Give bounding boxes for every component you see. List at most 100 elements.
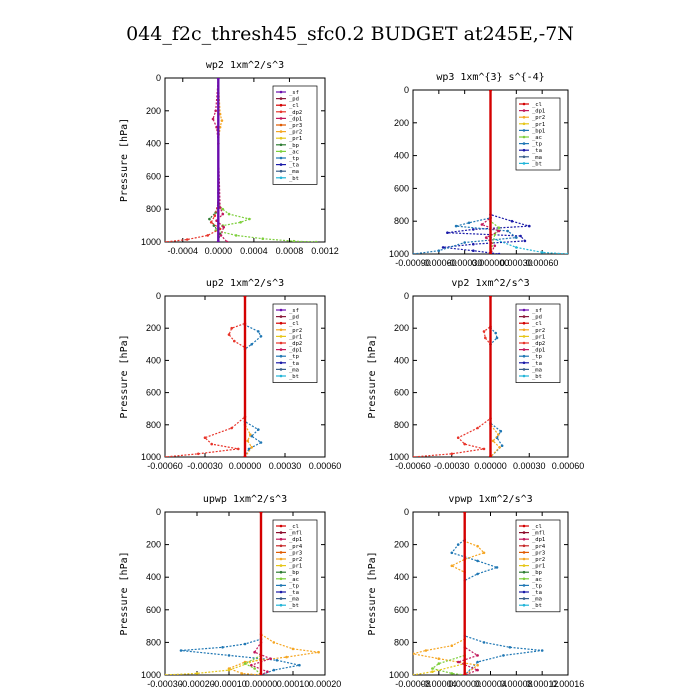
legend-label: _bt — [532, 374, 542, 380]
legend-label: _ac — [532, 577, 542, 583]
y-tick-label: 600 — [394, 183, 409, 193]
legend-label: _pd — [289, 97, 299, 103]
legend-marker — [279, 150, 283, 153]
legend-marker — [279, 531, 283, 534]
data-point-dp1 — [219, 234, 223, 237]
legend-marker — [279, 537, 283, 541]
y-tick-label: 0 — [156, 73, 161, 83]
data-point-dp2 — [227, 333, 231, 336]
legend-marker — [522, 308, 526, 312]
legend-marker — [522, 557, 526, 561]
panel-title: wp2 1xm^2/s^3 — [206, 60, 284, 71]
data-point-pr2 — [497, 433, 500, 436]
legend: _sf_pd_cl_dp2_dp1_pr3_pr2_pr1_bp_ac_tp_t… — [272, 85, 318, 185]
legend-label: _tp — [532, 142, 542, 148]
y-tick-label: 1000 — [141, 452, 161, 462]
data-point-tp — [437, 249, 441, 252]
x-tick-label: -0.00004 — [421, 679, 457, 689]
data-point-tp — [506, 229, 510, 233]
data-point-dp2 — [233, 339, 236, 343]
legend-marker — [522, 361, 526, 365]
data-point-ta — [472, 228, 475, 231]
legend-marker — [522, 162, 526, 165]
legend-marker — [279, 117, 283, 120]
y-tick-label: 400 — [146, 139, 161, 149]
legend-label: _dp1 — [289, 116, 302, 122]
legend-marker — [522, 148, 526, 152]
x-tick-label: -0.00060 — [395, 461, 431, 471]
x-tick-label: 0.00000 — [448, 679, 481, 689]
data-point-dp1 — [456, 660, 460, 664]
data-point-ac — [239, 221, 242, 224]
legend-marker — [522, 524, 526, 528]
x-tick-label: -0.00030 — [147, 679, 183, 689]
data-point-pr2 — [285, 655, 288, 659]
legend-marker — [279, 557, 283, 561]
data-point-tp — [454, 224, 458, 228]
series-line-dp2 — [413, 296, 492, 457]
data-point-tp — [494, 331, 498, 335]
legend-label: _dp2 — [532, 341, 545, 347]
data-point-ac — [243, 662, 247, 665]
data-point-cl — [488, 252, 493, 254]
legend-label: _bp — [289, 143, 299, 149]
legend: _sf_pd_cl_pr2_pr1_dp2_dp1_tp_ta_ma_bt — [515, 303, 561, 383]
legend-label: _bt — [289, 603, 299, 609]
legend-marker — [522, 354, 526, 358]
x-tick-label: 0.0008 — [276, 246, 304, 256]
data-point-ac — [292, 239, 296, 242]
legend-label: _ta — [532, 590, 542, 596]
figure-title: 044_f2c_thresh45_sfc0.2 BUDGET at245E,-7… — [126, 23, 574, 45]
legend-label: _ta — [532, 361, 542, 367]
legend: _cl_mfl_dp1_pr4_pr3_pr2_pr1_bp_ac_tp_ta_… — [515, 519, 561, 613]
series-group — [413, 512, 544, 675]
x-tick-label: 0.000000 — [472, 258, 510, 268]
panel-title: up2 1xm^2/s^3 — [206, 278, 284, 289]
legend-marker — [279, 103, 283, 107]
x-tick-label: -0.00090 — [395, 258, 431, 268]
data-point-tp — [499, 429, 503, 433]
legend-marker — [279, 524, 283, 528]
legend-marker — [279, 361, 283, 365]
y-tick-label: 800 — [146, 204, 161, 214]
y-tick-label: 400 — [394, 151, 409, 161]
data-point-ta — [497, 252, 501, 254]
x-tick-label: -0.00010 — [211, 679, 247, 689]
legend-label: _pr1 — [532, 334, 545, 340]
chart-panel-4: vp2 1xm^2/s^3 Pressure [hPa] 0 200 400 600 800… — [367, 278, 584, 471]
legend-marker — [522, 544, 526, 548]
legend-marker — [522, 102, 526, 106]
legend-marker — [279, 577, 283, 581]
legend-label: _tp — [289, 156, 299, 162]
legend-marker — [279, 335, 283, 338]
y-tick-label: 600 — [146, 388, 161, 398]
legend-marker — [522, 129, 526, 132]
y-tick-label: 200 — [146, 323, 161, 333]
x-tick-label: -0.0004 — [168, 246, 199, 256]
legend-marker — [522, 122, 526, 126]
panel-title: wp3 1xm^{3} s^{-4} — [436, 72, 544, 83]
y-tick-label: 600 — [394, 605, 409, 615]
legend-label: _pr4 — [289, 544, 303, 550]
data-point-ta — [472, 249, 475, 252]
x-tick-label: 0.00000 — [474, 461, 507, 471]
legend-marker — [279, 564, 283, 567]
data-point-bt — [515, 246, 518, 249]
y-axis-label: Pressure [hPa] — [367, 551, 378, 635]
x-tick-label: -0.00030 — [434, 461, 470, 471]
y-tick-label: 800 — [146, 420, 161, 430]
legend-marker — [279, 603, 283, 607]
data-point-dp1 — [266, 670, 269, 673]
legend-marker — [279, 90, 283, 94]
data-point-pr2 — [272, 641, 276, 644]
data-point-pr2 — [476, 544, 479, 548]
y-tick-label: 800 — [394, 420, 409, 430]
data-point-dp2 — [165, 455, 167, 457]
legend-marker — [522, 135, 526, 139]
data-point-ac — [497, 226, 501, 230]
data-point-tp — [259, 441, 263, 444]
data-point-cl — [488, 455, 493, 457]
data-point-cl — [488, 90, 493, 92]
legend-marker — [279, 328, 283, 332]
data-point-dp2 — [450, 452, 454, 456]
